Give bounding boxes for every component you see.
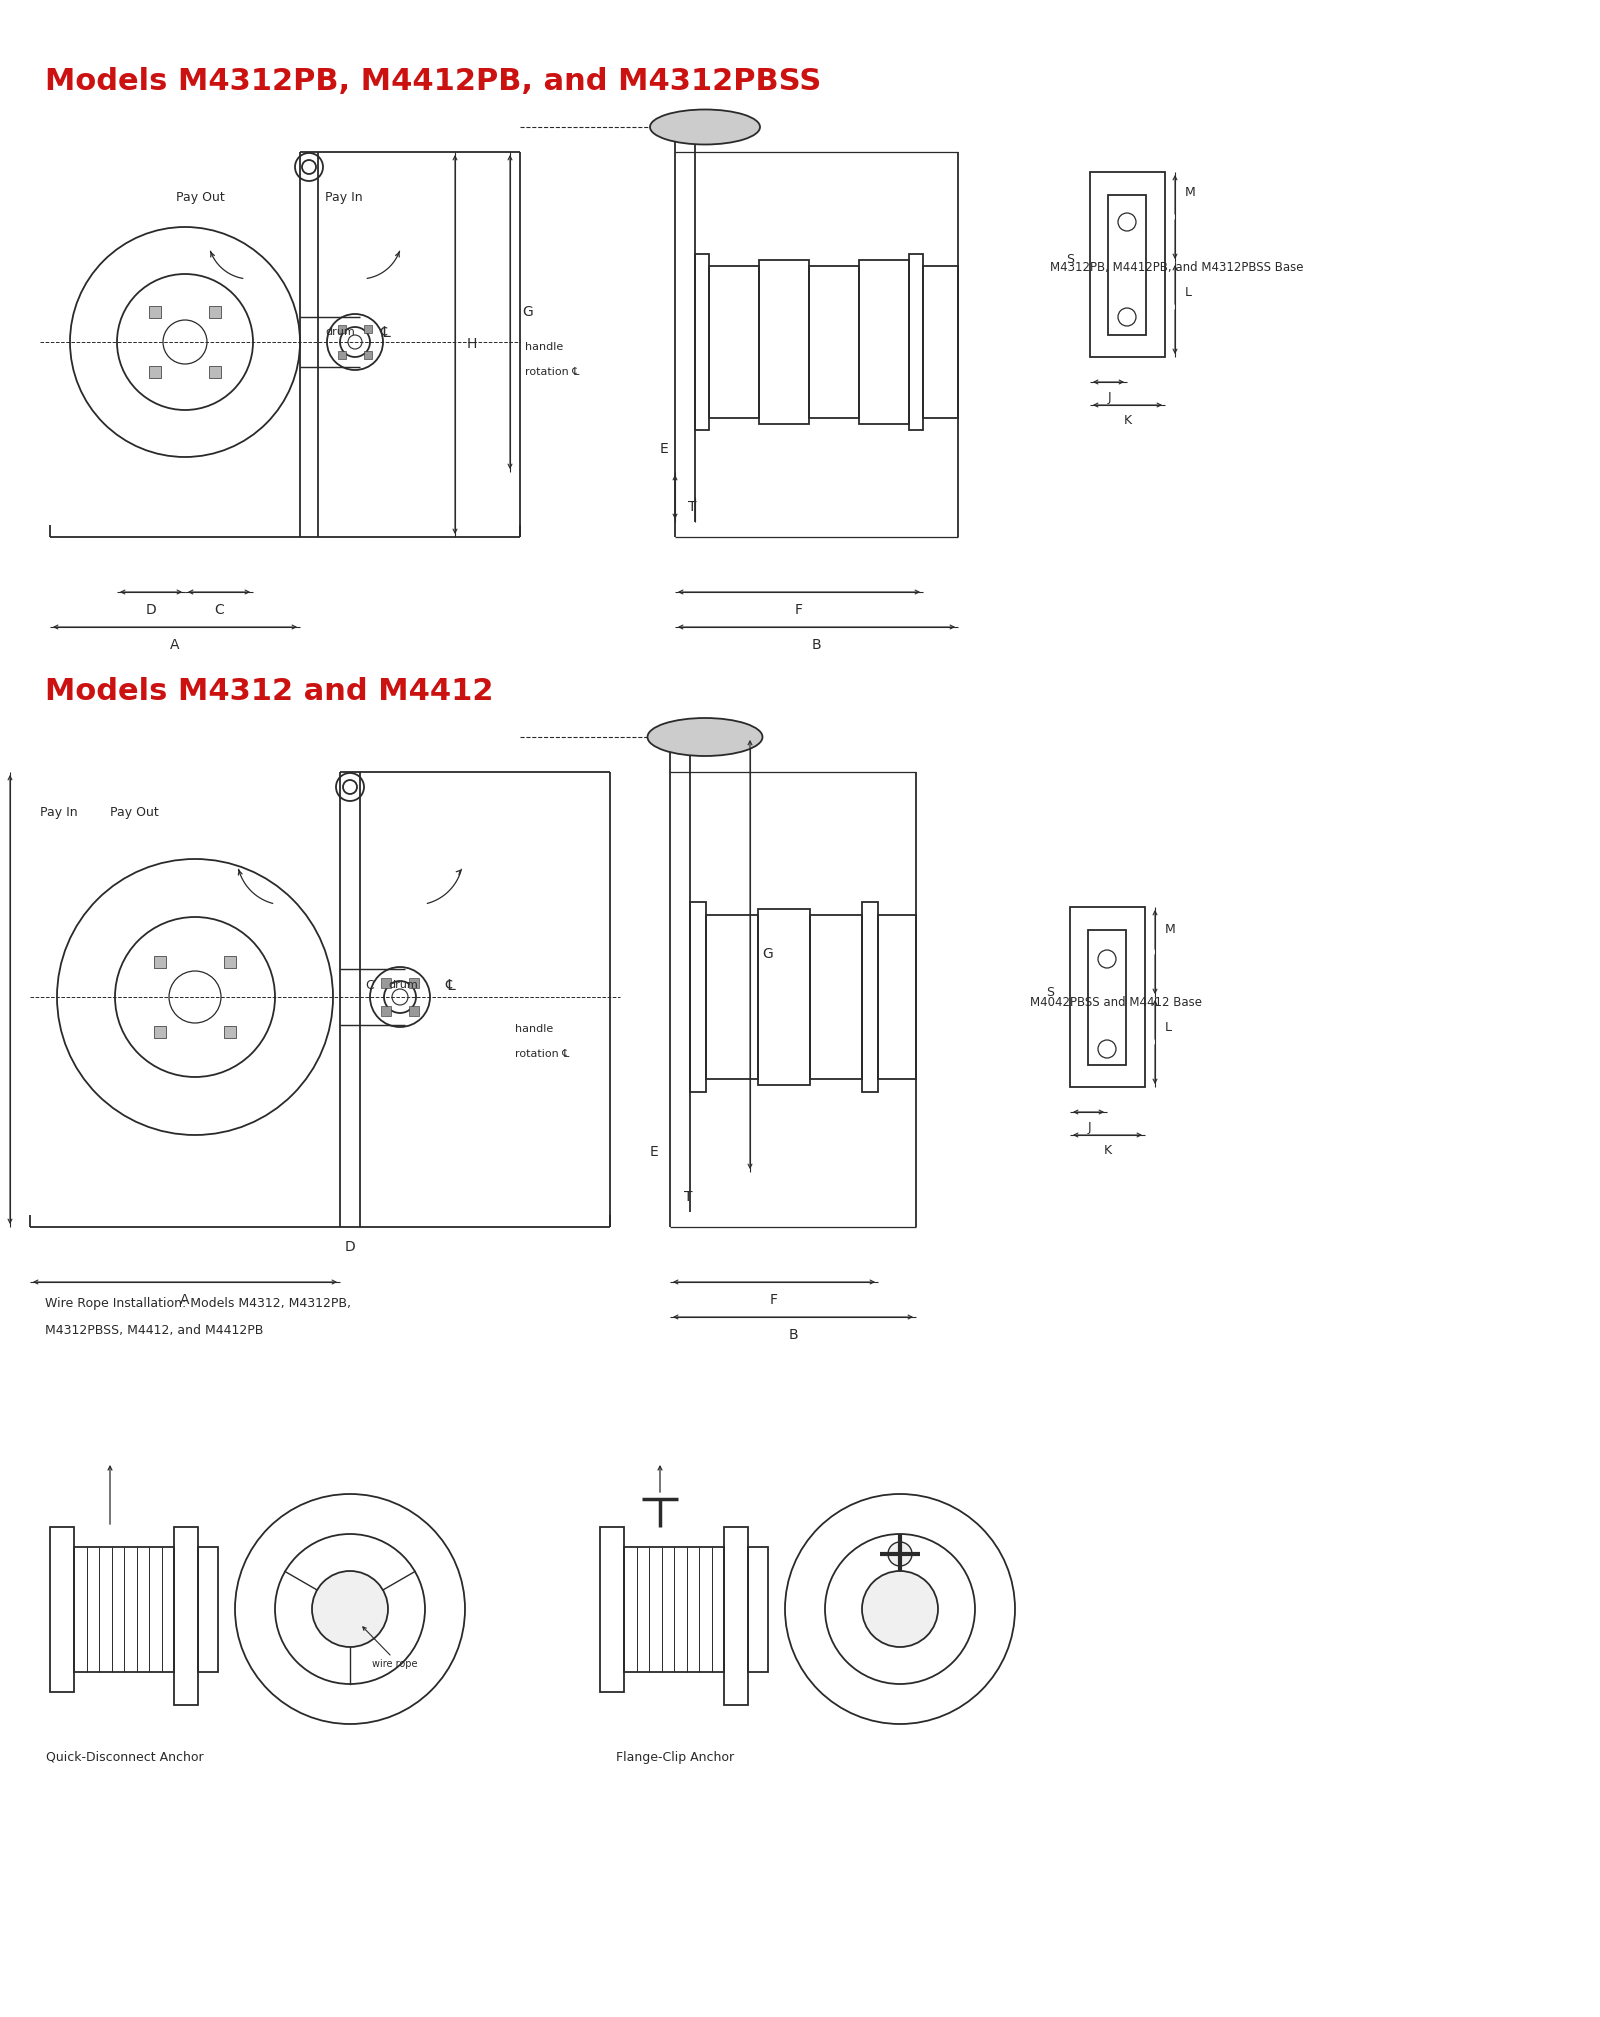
Bar bbox=[859, 260, 909, 424]
Bar bbox=[154, 956, 166, 968]
Text: M: M bbox=[1165, 922, 1176, 936]
Bar bbox=[154, 1027, 166, 1039]
Bar bbox=[149, 365, 162, 377]
Bar bbox=[909, 254, 923, 430]
Bar bbox=[810, 916, 862, 1079]
Text: A: A bbox=[170, 637, 179, 651]
Text: F: F bbox=[770, 1293, 778, 1307]
Bar bbox=[224, 956, 237, 968]
Text: H: H bbox=[467, 337, 477, 351]
Bar bbox=[600, 1527, 624, 1692]
Bar bbox=[862, 902, 878, 1091]
Bar bbox=[1088, 930, 1126, 1065]
Circle shape bbox=[312, 1571, 387, 1648]
Text: Models M4312 and M4412: Models M4312 and M4412 bbox=[45, 678, 493, 706]
Ellipse shape bbox=[650, 109, 760, 145]
Text: K: K bbox=[1104, 1144, 1112, 1156]
Text: Quick-Disconnect Anchor: Quick-Disconnect Anchor bbox=[46, 1751, 203, 1763]
Text: Pay In: Pay In bbox=[325, 190, 363, 204]
Text: wire rope: wire rope bbox=[373, 1660, 418, 1668]
Bar bbox=[410, 1006, 419, 1017]
Text: drum: drum bbox=[387, 980, 418, 990]
Text: B: B bbox=[811, 637, 821, 651]
Text: D: D bbox=[344, 1240, 355, 1255]
Bar bbox=[381, 978, 390, 988]
Bar bbox=[208, 307, 221, 319]
Bar bbox=[198, 1547, 218, 1672]
Text: ℄: ℄ bbox=[445, 978, 454, 992]
Bar bbox=[74, 1547, 174, 1672]
Text: M: M bbox=[1186, 186, 1195, 198]
Text: S: S bbox=[1046, 986, 1054, 998]
Bar bbox=[690, 902, 706, 1091]
Text: B: B bbox=[789, 1327, 798, 1341]
Bar bbox=[810, 266, 859, 418]
Text: handle: handle bbox=[525, 343, 563, 353]
Text: C: C bbox=[365, 978, 374, 992]
Bar bbox=[410, 978, 419, 988]
Text: rotation ℄: rotation ℄ bbox=[515, 1049, 570, 1059]
Text: D: D bbox=[146, 603, 157, 617]
Text: Models M4312PB, M4412PB, and M4312PBSS: Models M4312PB, M4412PB, and M4312PBSS bbox=[45, 67, 821, 97]
Text: ℄: ℄ bbox=[381, 325, 390, 339]
Bar bbox=[758, 910, 810, 1085]
Bar bbox=[709, 266, 758, 418]
Text: M4042PBSS and M4412 Base: M4042PBSS and M4412 Base bbox=[1030, 996, 1202, 1008]
Bar bbox=[694, 254, 709, 430]
Bar bbox=[363, 351, 371, 359]
Bar bbox=[50, 1527, 74, 1692]
Text: F: F bbox=[795, 603, 803, 617]
Text: handle: handle bbox=[515, 1025, 554, 1035]
Text: Flange-Clip Anchor: Flange-Clip Anchor bbox=[616, 1751, 734, 1763]
Text: K: K bbox=[1123, 413, 1133, 426]
Bar bbox=[878, 916, 915, 1079]
Bar bbox=[208, 365, 221, 377]
Bar bbox=[338, 351, 346, 359]
Text: E: E bbox=[650, 1146, 658, 1160]
Text: G: G bbox=[762, 948, 773, 960]
Text: rotation ℄: rotation ℄ bbox=[525, 367, 579, 377]
Bar bbox=[749, 1547, 768, 1672]
Bar bbox=[381, 1006, 390, 1017]
Text: Pay Out: Pay Out bbox=[176, 190, 226, 204]
Bar bbox=[224, 1027, 237, 1039]
Bar bbox=[1090, 171, 1165, 357]
Bar bbox=[338, 325, 346, 333]
Text: M4312PBSS, M4412, and M4412PB: M4312PBSS, M4412, and M4412PB bbox=[45, 1323, 264, 1337]
Text: S: S bbox=[1066, 252, 1074, 266]
Circle shape bbox=[862, 1571, 938, 1648]
Text: Pay In: Pay In bbox=[40, 805, 78, 819]
Text: Wire Rope Installation: Models M4312, M4312PB,: Wire Rope Installation: Models M4312, M4… bbox=[45, 1297, 350, 1309]
Bar bbox=[923, 266, 958, 418]
Circle shape bbox=[888, 1543, 912, 1565]
Bar bbox=[723, 1527, 749, 1704]
Bar bbox=[363, 325, 371, 333]
Bar bbox=[1070, 908, 1146, 1087]
Text: A: A bbox=[181, 1293, 190, 1307]
Text: T: T bbox=[688, 500, 696, 514]
Ellipse shape bbox=[648, 718, 763, 756]
Bar bbox=[1107, 196, 1146, 335]
Text: C: C bbox=[214, 603, 224, 617]
Bar bbox=[149, 307, 162, 319]
Text: drum: drum bbox=[325, 327, 355, 337]
Text: M4312PB, M4412PB, and M4312PBSS Base: M4312PB, M4412PB, and M4312PBSS Base bbox=[1050, 260, 1304, 274]
Bar bbox=[758, 260, 810, 424]
Text: Pay Out: Pay Out bbox=[110, 805, 158, 819]
Text: L: L bbox=[1186, 286, 1192, 299]
Text: G: G bbox=[522, 305, 533, 319]
Text: T: T bbox=[683, 1190, 693, 1204]
Text: J: J bbox=[1107, 391, 1110, 403]
Bar bbox=[706, 916, 758, 1079]
Text: E: E bbox=[659, 442, 669, 456]
Bar bbox=[624, 1547, 723, 1672]
Bar bbox=[174, 1527, 198, 1704]
Text: J: J bbox=[1086, 1121, 1091, 1134]
Text: L: L bbox=[1165, 1021, 1171, 1033]
